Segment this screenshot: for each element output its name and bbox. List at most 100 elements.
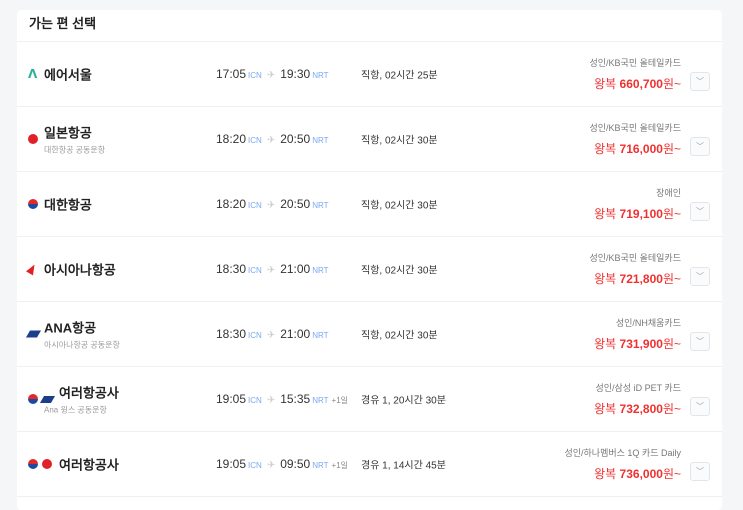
flight-duration: 경유 1, 14시간 45분 [361, 460, 446, 472]
jal-logo-icon [28, 134, 38, 144]
price-suffix: 원~ [662, 142, 681, 156]
chevron-down-icon: ﹀ [696, 77, 704, 86]
airline-logo [28, 459, 52, 469]
flight-row[interactable]: 대한항공 18:20 ICN ✈ 20:50 NRT 직항, 02시간 30분 장애인 … [17, 172, 722, 237]
arrival-time: 21:00 [280, 327, 311, 341]
departure-time: 18:20 [216, 132, 247, 146]
price-info: 성인/KB국민 올테일카드 왕복 660,700원~ [589, 56, 681, 92]
arrival-airport: NRT [312, 201, 329, 210]
airline-name: 아시아나항공 [44, 262, 116, 278]
expand-button[interactable]: ﹀ [690, 397, 710, 416]
plane-icon: ✈ [266, 265, 276, 276]
chevron-down-icon: ﹀ [696, 272, 704, 281]
flight-row[interactable]: 여러항공사 19:05 ICN ✈ 09:50 NRT +1일 경유 1, 14시간 45… [17, 432, 722, 497]
next-day-badge: +1일 [331, 396, 349, 405]
price-prefix: 왕복 [594, 402, 617, 416]
airline-logo [28, 199, 38, 209]
expand-button[interactable]: ﹀ [690, 332, 710, 351]
arrival-time: 21:00 [280, 262, 311, 276]
chevron-down-icon: ﹀ [696, 337, 704, 346]
plane-icon: ✈ [266, 70, 276, 81]
airline-info: 대한항공 [44, 195, 92, 214]
departure-time: 19:05 [216, 457, 247, 471]
airline-logo [25, 330, 42, 338]
price-info: 성인/KB국민 올테일카드 왕복 721,800원~ [589, 251, 681, 287]
airline-name: 대한항공 [44, 197, 92, 213]
chevron-down-icon: ﹀ [696, 142, 704, 151]
chevron-down-icon: ﹀ [696, 467, 704, 476]
arrival-time: 09:50 [280, 457, 311, 471]
price-prefix: 왕복 [594, 272, 617, 286]
departure-airport: ICN [248, 461, 262, 470]
price-info: 성인/하나멤버스 1Q 카드 Daily 왕복 736,000원~ [564, 446, 681, 482]
airline-name: ANA항공 [44, 320, 97, 336]
outbound-flight-list: 가는 편 선택 ᐱ 에어서울 17:05 ICN ✈ 19:30 NRT 직항, 02시… [17, 10, 722, 510]
airline-logo: ᐱ [28, 67, 37, 81]
ana-logo-icon [39, 395, 56, 403]
price-suffix: 원~ [662, 207, 681, 221]
arrival-time: 15:35 [280, 392, 311, 406]
arrival-airport: NRT [312, 266, 329, 275]
price-prefix: 왕복 [594, 142, 617, 156]
plane-icon: ✈ [266, 330, 276, 341]
next-day-badge: +1일 [331, 461, 349, 470]
flight-duration: 직항, 02시간 25분 [361, 70, 438, 82]
airline-info: 에어서울 [44, 65, 92, 84]
price-value: 660,700 [619, 77, 663, 91]
price-value: 736,000 [619, 467, 663, 481]
price: 왕복 716,000원~ [589, 140, 681, 157]
price-info: 성인/NH채움카드 왕복 731,900원~ [594, 316, 681, 352]
price-value: 731,900 [619, 337, 663, 351]
asiana-logo-icon [26, 262, 38, 276]
price: 왕복 731,900원~ [594, 335, 681, 352]
price: 왕복 721,800원~ [589, 270, 681, 287]
expand-button[interactable]: ﹀ [690, 202, 710, 221]
fare-condition: 성인/KB국민 올테일카드 [589, 123, 681, 133]
price: 왕복 736,000원~ [564, 465, 681, 482]
price-prefix: 왕복 [594, 337, 617, 351]
air-seoul-logo-icon: ᐱ [28, 67, 38, 81]
price-value: 721,800 [619, 272, 663, 286]
expand-button[interactable]: ﹀ [690, 462, 710, 481]
flight-row[interactable]: 아시아나항공 18:30 ICN ✈ 21:00 NRT 직항, 02시간 30분 성인… [17, 237, 722, 302]
arrival-time: 20:50 [280, 197, 311, 211]
flight-times: 19:05 ICN ✈ 09:50 NRT +1일 [216, 457, 348, 471]
flight-row[interactable]: ANA항공 아시아나항공 공동운항 18:30 ICN ✈ 21:00 NRT 직항, … [17, 302, 722, 367]
korean-air-logo-icon [28, 459, 38, 469]
airline-info: 여러항공사 [59, 455, 119, 474]
departure-airport: ICN [248, 266, 262, 275]
price: 왕복 732,800원~ [594, 400, 681, 417]
price-value: 719,100 [619, 207, 663, 221]
price-prefix: 왕복 [594, 207, 617, 221]
flight-row[interactable]: ᐱ 에어서울 17:05 ICN ✈ 19:30 NRT 직항, 02시간 25분 성인… [17, 42, 722, 107]
price-value: 732,800 [619, 402, 663, 416]
price-suffix: 원~ [662, 467, 681, 481]
flight-duration: 직항, 02시간 30분 [361, 330, 438, 342]
flight-duration: 직항, 02시간 30분 [361, 265, 438, 277]
departure-airport: ICN [248, 396, 262, 405]
price-suffix: 원~ [662, 337, 681, 351]
flight-times: 19:05 ICN ✈ 15:35 NRT +1일 [216, 392, 348, 406]
flight-times: 18:20 ICN ✈ 20:50 NRT [216, 197, 329, 211]
flight-times: 18:30 ICN ✈ 21:00 NRT [216, 327, 329, 341]
flight-row[interactable]: 여러항공사 Ana 윙스 공동운항 19:05 ICN ✈ 15:35 NRT +1일 경… [17, 367, 722, 432]
fare-condition: 성인/하나멤버스 1Q 카드 Daily [564, 448, 681, 458]
fare-condition: 성인/삼성 iD PET 카드 [595, 383, 681, 393]
departure-time: 17:05 [216, 67, 247, 81]
expand-button[interactable]: ﹀ [690, 267, 710, 286]
departure-airport: ICN [248, 331, 262, 340]
price: 왕복 660,700원~ [589, 75, 681, 92]
airline-info: 여러항공사 Ana 윙스 공동운항 [44, 383, 119, 416]
flight-times: 18:30 ICN ✈ 21:00 NRT [216, 262, 329, 276]
flight-row[interactable]: 일본항공 대한항공 공동운항 18:20 ICN ✈ 20:50 NRT 직항, 02시… [17, 107, 722, 172]
price-info: 성인/KB국민 올테일카드 왕복 716,000원~ [589, 121, 681, 157]
expand-button[interactable]: ﹀ [690, 137, 710, 156]
arrival-time: 20:50 [280, 132, 311, 146]
expand-button[interactable]: ﹀ [690, 72, 710, 91]
flight-duration: 경유 1, 20시간 30분 [361, 395, 446, 407]
price-prefix: 왕복 [594, 77, 617, 91]
codeshare-note: 아시아나항공 공동운항 [44, 340, 120, 350]
price-info: 장애인 왕복 719,100원~ [594, 186, 681, 222]
arrival-airport: NRT [312, 331, 329, 340]
price-suffix: 원~ [662, 77, 681, 91]
